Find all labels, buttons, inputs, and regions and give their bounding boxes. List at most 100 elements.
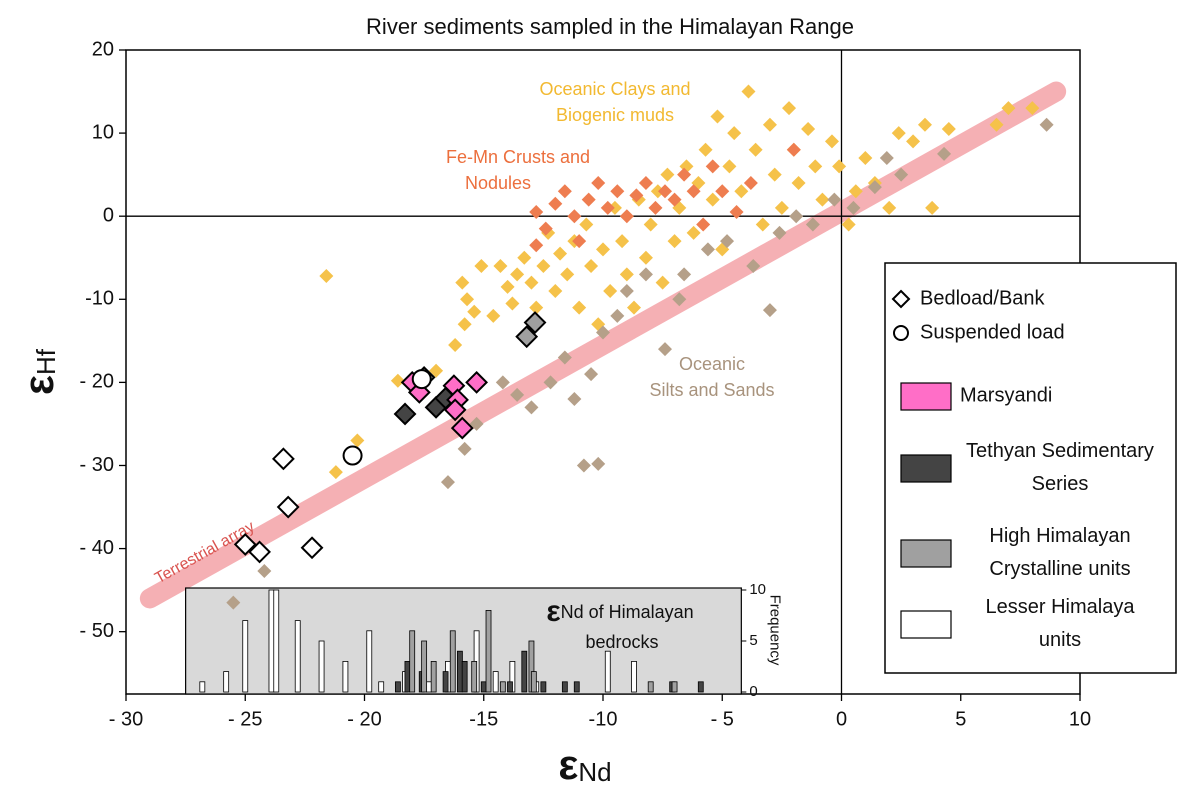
legend-label: Suspended load (920, 321, 1065, 343)
inset-y-tick-label: 10 (749, 581, 766, 598)
point (607, 200, 622, 215)
point (536, 259, 551, 274)
y-tick-label: - 40 (80, 537, 114, 559)
x-axis-sub: Nd (578, 757, 611, 786)
field-label: Fe-Mn Crusts and (446, 147, 590, 167)
histogram-bar (604, 650, 611, 693)
field-label: Nodules (465, 173, 531, 193)
point (619, 267, 634, 282)
point (615, 234, 630, 249)
histogram-bar (394, 681, 401, 693)
point (465, 370, 489, 394)
point (455, 275, 470, 290)
histogram-bar (242, 620, 249, 693)
point (710, 109, 725, 124)
point (696, 217, 711, 232)
point (596, 242, 610, 257)
point (596, 325, 610, 340)
point (655, 275, 670, 290)
point (743, 175, 758, 190)
x-tick-label: -10 (589, 708, 618, 730)
histogram-bar (318, 640, 325, 693)
point (767, 167, 782, 182)
point (698, 142, 713, 157)
point (686, 184, 701, 199)
point (553, 246, 568, 261)
legend-label: Crystalline units (989, 558, 1130, 580)
point (450, 416, 474, 440)
x-tick-label: -15 (469, 708, 498, 730)
point (791, 175, 806, 190)
field-label: Silts and Sands (649, 380, 774, 400)
point (789, 209, 804, 224)
y-axis-sub: Hf (31, 348, 61, 375)
x-tick-label: 5 (955, 708, 966, 730)
histogram-bar (521, 650, 528, 693)
point (448, 337, 463, 352)
inset-y-label: Frequency (766, 595, 783, 666)
point (529, 205, 544, 220)
point (600, 200, 615, 215)
legend-marker (893, 325, 909, 341)
y-tick-label: - 50 (80, 620, 114, 642)
histogram-bar (480, 681, 487, 693)
point (576, 458, 591, 473)
x-tick-label: 10 (1069, 708, 1091, 730)
histogram-bar (671, 681, 678, 693)
point (493, 259, 508, 274)
point (443, 398, 467, 422)
x-tick-label: - 20 (347, 708, 381, 730)
histogram-bar (294, 620, 301, 693)
point (827, 192, 842, 207)
histogram-bar (342, 661, 349, 693)
point (782, 101, 797, 116)
histogram-bar (425, 681, 432, 693)
point (579, 217, 594, 232)
point (500, 279, 515, 294)
x-axis-symbol: ε (558, 741, 578, 786)
point (591, 456, 606, 471)
histogram-bar (223, 671, 230, 693)
legend-marker (900, 454, 952, 483)
point (510, 387, 525, 402)
point (538, 221, 553, 236)
point (610, 184, 625, 199)
y-tick-label: 10 (92, 121, 114, 143)
point (619, 283, 634, 298)
inset-y-tick-label: 5 (749, 632, 757, 649)
chart-title: River sediments sampled in the Himalayan… (366, 14, 854, 39)
point (467, 304, 482, 319)
x-tick-label: 0 (836, 708, 847, 730)
point (557, 184, 572, 199)
point (627, 300, 642, 315)
point (715, 184, 730, 199)
histogram-bar (647, 681, 654, 693)
point (486, 308, 501, 323)
histogram-bar (561, 681, 568, 693)
point (529, 300, 544, 315)
point (523, 311, 547, 334)
legend-label: Marsyandi (960, 384, 1052, 406)
histogram-bar (530, 671, 537, 693)
histogram-bar (409, 630, 416, 693)
point (440, 475, 455, 490)
point (858, 151, 873, 166)
point (390, 373, 405, 388)
point (937, 146, 952, 161)
point (495, 375, 510, 390)
point (741, 84, 756, 99)
inset-title: εNd of Himalayan (546, 595, 693, 628)
point (734, 184, 749, 199)
point (727, 126, 742, 141)
point (879, 151, 894, 166)
histogram-bar (273, 589, 280, 693)
legend-label: Tethyan Sedimentary (966, 440, 1154, 462)
point (824, 134, 839, 149)
point (226, 595, 241, 610)
histogram-bar (442, 671, 449, 693)
point (846, 200, 861, 215)
histogram-bar (421, 640, 428, 693)
point (460, 292, 475, 307)
histogram-bar (268, 589, 275, 693)
point (1001, 101, 1016, 116)
